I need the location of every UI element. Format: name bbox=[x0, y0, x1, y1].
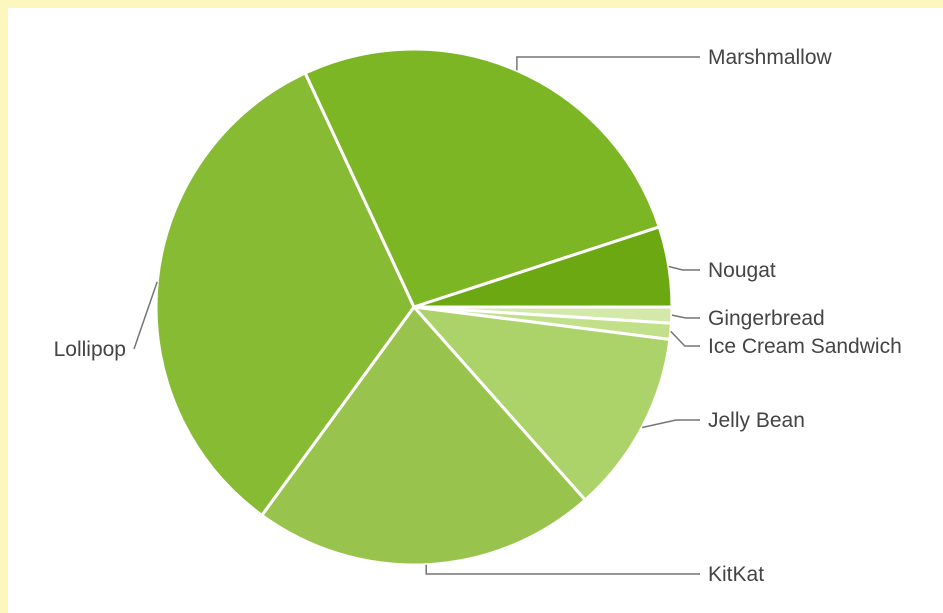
leader-line-ice-cream-sandwich bbox=[670, 330, 700, 347]
leader-line-marshmallow bbox=[516, 56, 700, 71]
leader-lines bbox=[133, 56, 700, 575]
slice-label-ice-cream-sandwich: Ice Cream Sandwich bbox=[708, 335, 902, 358]
leader-line-gingerbread bbox=[671, 314, 700, 319]
pie-slice-marshmallow bbox=[303, 47, 661, 309]
leader-line-kitkat bbox=[425, 564, 700, 575]
leader-line-lollipop bbox=[133, 281, 158, 350]
slice-label-marshmallow: Marshmallow bbox=[708, 46, 833, 69]
pie-slice-jelly-bean bbox=[412, 305, 672, 502]
slice-label-lollipop: Lollipop bbox=[54, 338, 126, 361]
chart-panel: Gingerbread Ice Cream Sandwich Jelly Bean K… bbox=[8, 8, 943, 613]
pie-chart: Gingerbread Ice Cream Sandwich Jelly Bean K… bbox=[54, 46, 902, 586]
slice-labels: Gingerbread Ice Cream Sandwich Jelly Bean K… bbox=[54, 46, 902, 586]
pie-slice-nougat bbox=[412, 225, 674, 309]
slice-label-kitkat: KitKat bbox=[708, 563, 764, 586]
leader-line-jelly-bean bbox=[642, 419, 700, 429]
slice-label-gingerbread: Gingerbread bbox=[708, 307, 825, 330]
pie-slice-lollipop bbox=[154, 71, 416, 517]
pie-slices bbox=[154, 47, 674, 567]
leader-line-nougat bbox=[668, 265, 700, 271]
pie-slice-kitkat bbox=[260, 305, 587, 567]
slice-label-nougat: Nougat bbox=[708, 259, 776, 282]
slice-label-jelly-bean: Jelly Bean bbox=[708, 409, 805, 432]
